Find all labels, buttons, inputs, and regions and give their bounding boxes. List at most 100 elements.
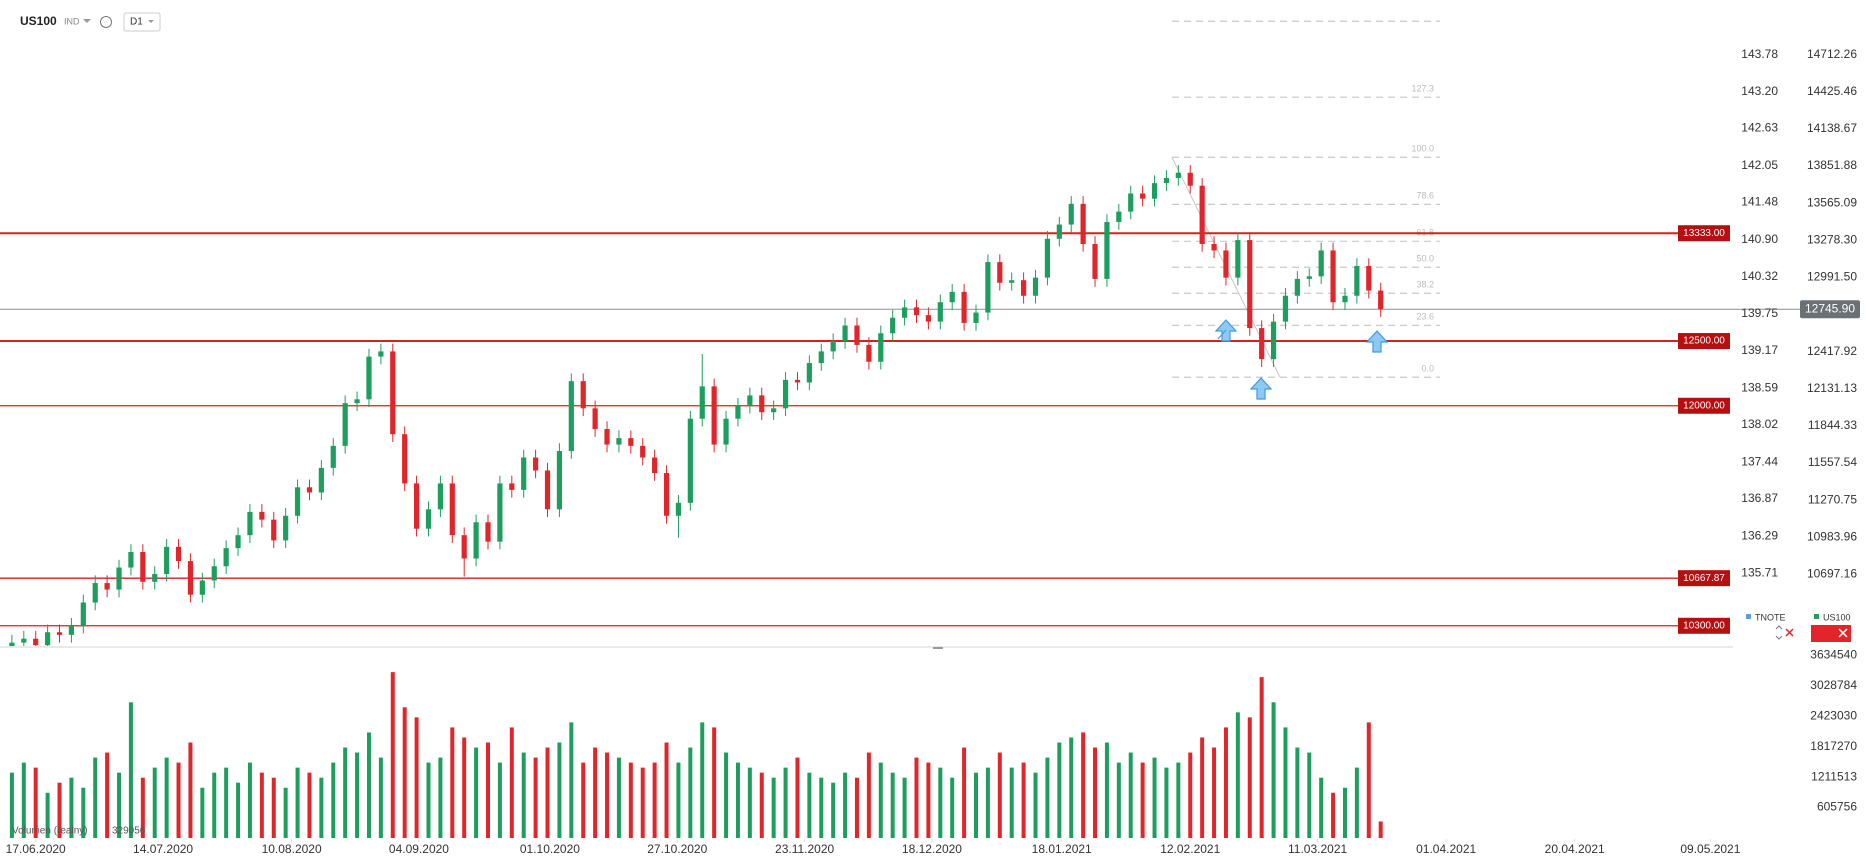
x-tick-label: 09.05.2021 xyxy=(1680,842,1740,856)
move-icon[interactable] xyxy=(1775,625,1783,640)
fib-label: 100.0 xyxy=(1411,144,1434,154)
volume-bar xyxy=(509,727,514,838)
volume-bar xyxy=(390,672,395,838)
candle-body xyxy=(580,381,586,409)
candle-body xyxy=(878,333,884,362)
volume-bar xyxy=(295,767,300,838)
volume-bar xyxy=(700,722,705,838)
legend-entry[interactable]: TNOTE xyxy=(1755,612,1786,622)
y2-tick-label: 135.71 xyxy=(1741,566,1778,580)
candle-body xyxy=(830,341,836,352)
y2-tick-label: 138.59 xyxy=(1741,380,1778,394)
candle-body xyxy=(723,418,729,445)
x-tick-label: 04.09.2020 xyxy=(389,842,449,856)
x-tick-label: 18.01.2021 xyxy=(1032,842,1092,856)
candle-body xyxy=(1068,203,1074,225)
volume-bar xyxy=(735,762,740,838)
y2-tick-label: 136.29 xyxy=(1741,528,1778,542)
candle-body xyxy=(973,312,979,323)
candle-body xyxy=(497,483,503,542)
legend-button[interactable] xyxy=(1811,625,1851,642)
volume-bar xyxy=(581,762,586,838)
volume-bar xyxy=(462,737,467,838)
candle-body xyxy=(437,483,443,510)
volume-bar xyxy=(1104,742,1109,838)
volume-bar xyxy=(1378,821,1383,838)
candle-body xyxy=(21,638,27,643)
y-tick-label: 13278.30 xyxy=(1807,232,1857,246)
volume-bar xyxy=(378,757,383,838)
candle-body xyxy=(997,262,1003,283)
candle-body xyxy=(330,445,336,468)
volume-bar xyxy=(355,752,360,838)
pane-handle[interactable] xyxy=(933,647,943,649)
candle-body xyxy=(68,625,75,635)
candle-body xyxy=(45,632,51,646)
legend-entry[interactable]: US100 xyxy=(1823,612,1851,622)
dropdown-arrow[interactable] xyxy=(148,20,154,23)
volume-tick-label: 1211513 xyxy=(1811,769,1857,783)
candle-body xyxy=(140,552,146,582)
candle-body xyxy=(913,307,920,316)
volume-bar xyxy=(474,747,479,838)
volume-bar xyxy=(974,772,979,838)
candle-body xyxy=(1116,211,1122,222)
candle-body xyxy=(1223,250,1229,278)
candle-body xyxy=(425,509,432,529)
candle-body xyxy=(1342,295,1348,303)
volume-bar xyxy=(450,727,455,838)
candle-body xyxy=(247,511,253,536)
volume-bar xyxy=(628,762,633,838)
volume-bar xyxy=(1069,737,1074,838)
candle-body xyxy=(675,502,682,516)
volume-bar xyxy=(819,777,824,838)
candle-body xyxy=(1092,243,1098,279)
y-tick-label: 11844.33 xyxy=(1808,418,1857,432)
volume-bar xyxy=(962,747,967,838)
volume-bar xyxy=(1045,757,1050,838)
candle-body xyxy=(1187,172,1193,186)
y2-tick-label: 143.78 xyxy=(1741,47,1778,61)
candle-body xyxy=(890,317,896,334)
fib-label: 50.0 xyxy=(1416,254,1434,264)
dropdown-arrow[interactable] xyxy=(83,19,91,23)
volume-bar xyxy=(1152,757,1157,838)
candle-body xyxy=(461,535,467,559)
timeframe-box[interactable] xyxy=(123,12,161,32)
volume-bar xyxy=(1140,762,1145,838)
candle-body xyxy=(818,351,824,364)
volume-bar xyxy=(807,772,812,838)
candle-body xyxy=(164,546,170,575)
close-icon[interactable] xyxy=(1838,628,1848,638)
volume-bar xyxy=(747,767,752,838)
level-label: 13333.00 xyxy=(1683,228,1725,239)
volume-tick-label: 3028784 xyxy=(1810,678,1857,692)
candle-body xyxy=(759,395,765,413)
volume-bar xyxy=(1081,732,1086,838)
candle-body xyxy=(413,483,420,529)
candle-body xyxy=(402,434,408,484)
volume-bar xyxy=(640,767,645,838)
y-tick-label: 10983.96 xyxy=(1807,529,1857,543)
symbol[interactable]: US100 xyxy=(20,14,57,28)
candle-body xyxy=(604,429,610,445)
candle-body xyxy=(628,438,634,446)
volume-tick-label: 3634540 xyxy=(1810,647,1857,661)
y-tick-label: 13851.88 xyxy=(1807,158,1857,172)
candle-body xyxy=(306,487,313,493)
volume-bar xyxy=(1128,752,1133,838)
info-icon[interactable] xyxy=(100,16,112,28)
candle-body xyxy=(1032,277,1039,296)
level-box xyxy=(1678,617,1730,634)
instrument-type: IND xyxy=(64,16,80,26)
volume-bar xyxy=(1176,762,1181,838)
candle-body xyxy=(1056,224,1062,239)
volume-bar xyxy=(616,757,621,838)
close-icon[interactable] xyxy=(1785,628,1794,637)
timeframe[interactable]: D1 xyxy=(130,17,143,28)
y-tick-label: 14712.26 xyxy=(1807,47,1857,61)
candle-body xyxy=(616,438,622,445)
volume-bar xyxy=(69,777,74,838)
volume-label: Volumen (realny) xyxy=(12,826,88,837)
volume-bar xyxy=(1116,762,1121,838)
